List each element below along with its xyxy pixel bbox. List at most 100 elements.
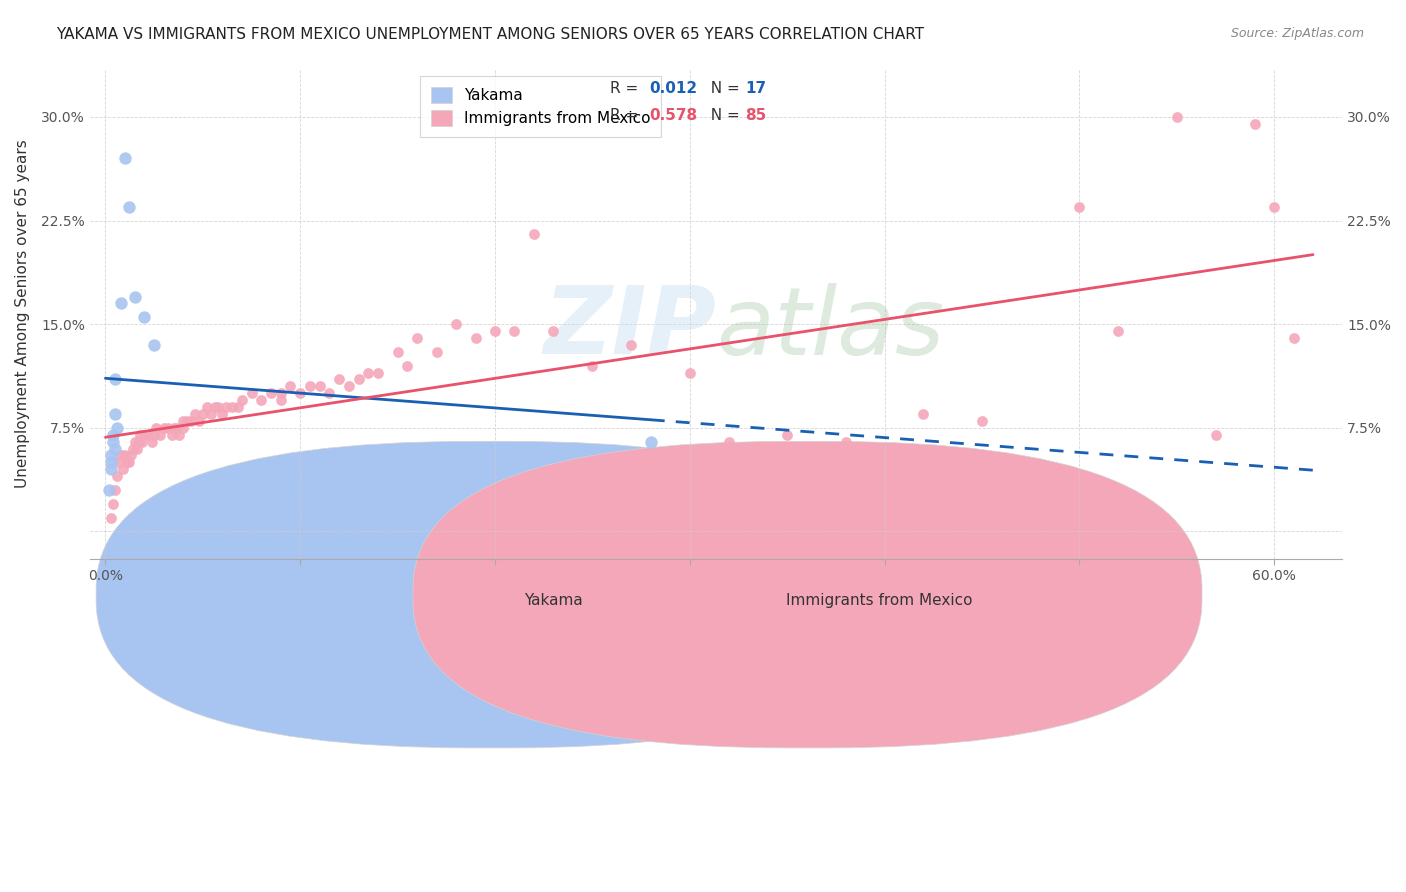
Point	[103, 427, 125, 442]
Point	[581, 359, 603, 373]
Point	[115, 455, 138, 469]
Point	[406, 331, 429, 345]
Point	[191, 407, 214, 421]
Point	[110, 449, 132, 463]
Point	[270, 393, 292, 408]
Point	[129, 427, 152, 442]
Point	[1107, 324, 1129, 338]
Point	[231, 393, 253, 408]
Point	[131, 434, 153, 449]
Point	[153, 421, 176, 435]
Point	[1166, 110, 1188, 124]
Point	[503, 324, 526, 338]
Text: ZIP: ZIP	[543, 283, 716, 375]
Point	[166, 421, 188, 435]
Point	[1263, 200, 1285, 214]
Point	[260, 386, 283, 401]
Point	[328, 372, 350, 386]
Point	[1243, 117, 1265, 131]
Point	[290, 386, 312, 401]
Point	[103, 434, 125, 449]
Point	[104, 372, 127, 386]
Point	[105, 469, 128, 483]
Point	[180, 414, 202, 428]
Point	[100, 449, 122, 463]
Text: YAKAMA VS IMMIGRANTS FROM MEXICO UNEMPLOYMENT AMONG SENIORS OVER 65 YEARS CORREL: YAKAMA VS IMMIGRANTS FROM MEXICO UNEMPLO…	[56, 27, 924, 42]
Point	[121, 442, 143, 456]
Point	[357, 366, 380, 380]
Point	[118, 455, 141, 469]
Point	[104, 442, 127, 456]
Point	[134, 310, 156, 325]
Point	[484, 324, 506, 338]
Text: Source: ZipAtlas.com: Source: ZipAtlas.com	[1230, 27, 1364, 40]
Point	[280, 379, 302, 393]
Point	[298, 379, 321, 393]
Point	[134, 427, 156, 442]
Point	[114, 449, 136, 463]
Point	[347, 372, 370, 386]
Point	[195, 400, 218, 414]
Point	[543, 324, 565, 338]
Point	[912, 407, 935, 421]
Point	[308, 379, 330, 393]
Point	[367, 366, 389, 380]
Point	[145, 421, 167, 435]
Point	[118, 200, 141, 214]
Point	[211, 407, 233, 421]
Point	[124, 289, 146, 303]
Point	[176, 414, 198, 428]
Legend: Yakama, Immigrants from Mexico: Yakama, Immigrants from Mexico	[420, 76, 661, 137]
Point	[226, 400, 249, 414]
Point	[679, 366, 702, 380]
Text: R =: R =	[610, 81, 643, 95]
Text: atlas: atlas	[716, 283, 945, 374]
Point	[318, 386, 340, 401]
Point	[110, 296, 132, 310]
Text: 0.578: 0.578	[650, 108, 697, 123]
FancyBboxPatch shape	[96, 442, 886, 747]
Point	[124, 434, 146, 449]
Point	[149, 427, 172, 442]
Point	[143, 338, 166, 352]
Point	[162, 421, 184, 435]
Point	[337, 379, 360, 393]
Point	[215, 400, 238, 414]
Point	[100, 510, 122, 524]
Point	[100, 455, 122, 469]
Text: 85: 85	[745, 108, 766, 123]
Point	[136, 427, 159, 442]
Point	[1205, 427, 1227, 442]
Point	[1282, 331, 1305, 345]
Point	[141, 434, 163, 449]
Point	[184, 407, 207, 421]
Point	[143, 427, 166, 442]
Point	[111, 462, 134, 476]
Point	[250, 393, 273, 408]
Point	[103, 497, 125, 511]
Point	[128, 434, 150, 449]
Point	[125, 442, 148, 456]
Point	[523, 227, 546, 242]
Point	[156, 421, 179, 435]
Point	[640, 434, 662, 449]
Point	[100, 462, 122, 476]
Point	[425, 344, 447, 359]
Text: 0.012: 0.012	[650, 81, 697, 95]
Point	[207, 400, 229, 414]
Point	[776, 427, 799, 442]
Point	[221, 400, 243, 414]
Point	[98, 483, 121, 497]
Point	[160, 427, 183, 442]
Point	[172, 414, 194, 428]
Text: 17: 17	[745, 81, 766, 95]
Text: Immigrants from Mexico: Immigrants from Mexico	[786, 593, 972, 608]
Point	[169, 427, 191, 442]
Point	[834, 434, 856, 449]
Point	[464, 331, 486, 345]
Text: N =: N =	[702, 81, 745, 95]
Point	[970, 414, 993, 428]
Point	[270, 386, 292, 401]
Y-axis label: Unemployment Among Seniors over 65 years: Unemployment Among Seniors over 65 years	[15, 139, 30, 488]
Point	[104, 407, 127, 421]
